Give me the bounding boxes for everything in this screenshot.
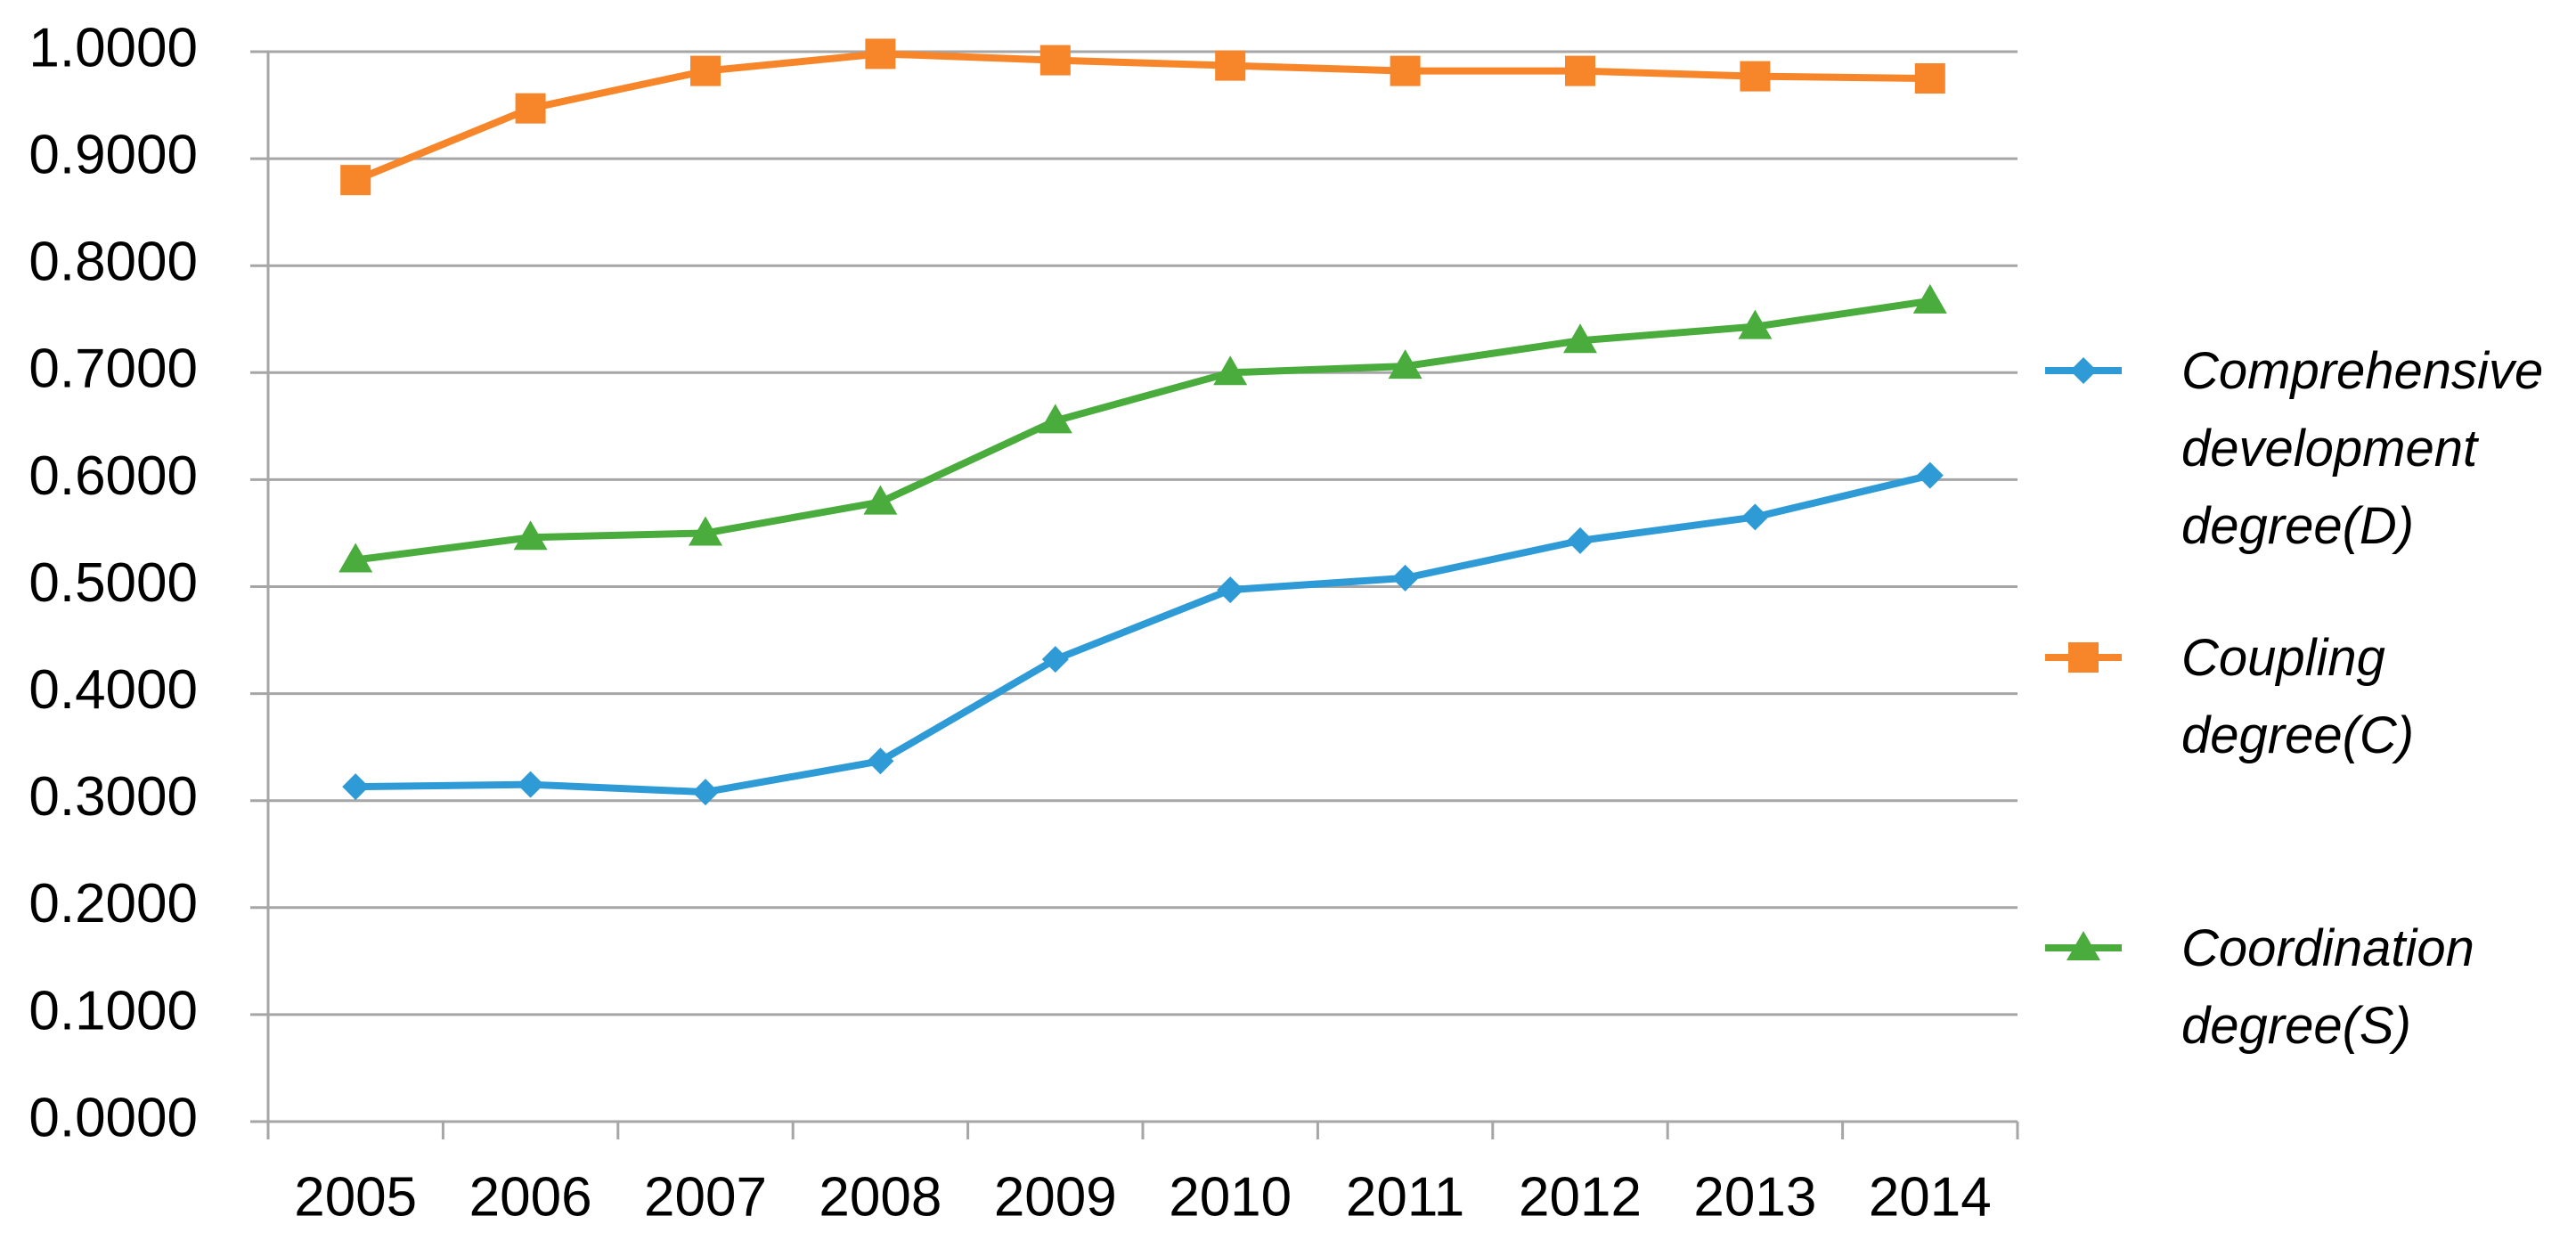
y-tick-label: 0.0000 [29, 1087, 198, 1148]
x-tick-label: 2005 [294, 1166, 417, 1228]
x-tick-label: 2012 [1519, 1166, 1642, 1228]
data-point [1213, 355, 1248, 386]
data-point [1914, 63, 1945, 94]
y-tick-label: 0.8000 [29, 232, 198, 293]
x-tick-label: 2006 [469, 1166, 592, 1228]
x-tick-label: 2011 [1346, 1166, 1464, 1228]
data-point [1912, 283, 1947, 314]
y-tick-label: 0.3000 [29, 766, 198, 828]
x-tick-label: 2009 [994, 1166, 1117, 1228]
y-tick-label: 0.6000 [29, 445, 198, 507]
y-tick-label: 0.2000 [29, 873, 198, 935]
data-point [865, 38, 896, 69]
y-tick-label: 0.7000 [29, 339, 198, 400]
data-point [689, 516, 722, 546]
series-line [355, 471, 1931, 796]
data-point [690, 55, 721, 86]
data-point [1740, 61, 1771, 92]
data-point [1391, 564, 1419, 592]
y-tick-label: 0.4000 [29, 659, 198, 721]
data-point [863, 485, 898, 515]
data-point [1916, 461, 1944, 489]
y-tick-label: 0.1000 [29, 980, 198, 1041]
x-tick-label: 2007 [644, 1166, 767, 1228]
y-tick-label: 1.0000 [29, 17, 198, 78]
data-point [338, 543, 373, 573]
data-point [1038, 404, 1072, 434]
data-point [1563, 323, 1597, 354]
data-point [1217, 576, 1244, 604]
data-point [513, 520, 548, 551]
x-tick-label: 2014 [1869, 1166, 1992, 1228]
legend-label: Coupling degree(C) [2181, 629, 2415, 764]
data-point [1215, 50, 1246, 81]
legend-label: Comprehensive development degree(D) [2181, 342, 2544, 555]
data-point [515, 93, 546, 124]
series-line [355, 297, 1931, 564]
data-point [1039, 45, 1071, 76]
legend-marker [2068, 642, 2099, 673]
data-point [342, 773, 370, 801]
x-tick-label: 2010 [1169, 1166, 1292, 1228]
data-point [1390, 55, 1421, 86]
legend-label: Coordination degree(S) [2181, 919, 2474, 1055]
data-point [517, 771, 544, 798]
legend-marker [2067, 931, 2100, 960]
data-point [867, 747, 894, 775]
x-tick-label: 2008 [819, 1166, 942, 1228]
data-point [1741, 503, 1769, 531]
data-point [1567, 526, 1594, 554]
series-line [354, 50, 1930, 184]
legend-marker [2070, 357, 2097, 384]
y-tick-label: 0.5000 [29, 552, 198, 614]
data-point [1041, 646, 1069, 673]
x-tick-label: 2013 [1693, 1166, 1816, 1228]
data-point [1388, 349, 1423, 380]
data-point [1565, 55, 1595, 86]
y-tick-label: 0.9000 [29, 124, 198, 185]
data-point [1738, 309, 1773, 339]
data-point [692, 779, 719, 806]
data-point [340, 165, 371, 196]
